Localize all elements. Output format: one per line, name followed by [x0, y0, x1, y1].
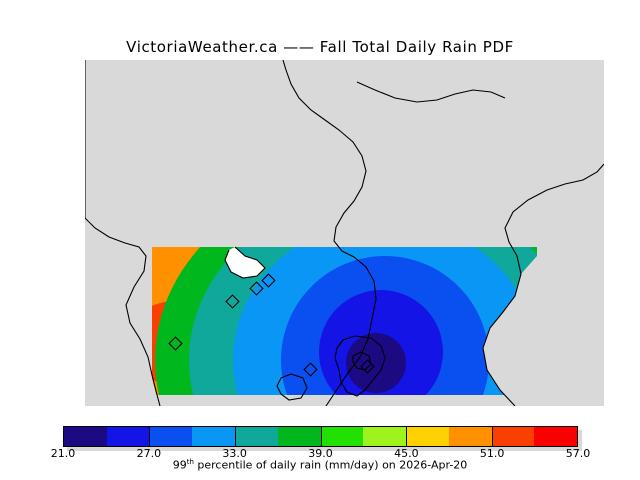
colorbar-segment-3 [192, 427, 235, 446]
colorbar-segment-8 [406, 427, 449, 446]
colorbar-segment-7 [363, 427, 406, 446]
diamond-marker[interactable] [168, 336, 183, 351]
land-overlay [85, 60, 604, 406]
page-title: VictoriaWeather.ca —— Fall Total Daily R… [126, 38, 514, 56]
colorbar-caption: 99th percentile of daily rain (mm/day) o… [0, 458, 640, 472]
coastline [85, 60, 604, 406]
contour-field [152, 247, 537, 395]
diamond-marker[interactable] [261, 273, 276, 288]
colorbar-segment-2 [149, 427, 193, 446]
colorbar-tick-label-0: 21.0 [50, 447, 76, 460]
colorbar-segment-0 [64, 427, 107, 446]
colorbar-tick-1 [148, 426, 150, 447]
colorbar-tick-label-2: 33.0 [222, 447, 247, 460]
colorbar[interactable] [63, 426, 582, 451]
map-panel[interactable] [85, 60, 604, 406]
colorbar-tick-4 [406, 426, 408, 447]
colorbar-tick-label-4: 45.0 [394, 447, 419, 460]
diamond-marker[interactable] [225, 294, 240, 309]
colorbar-tick-label-3: 39.0 [308, 447, 333, 460]
colorbar-segment-11 [534, 427, 577, 446]
colorbar-segment-5 [277, 427, 321, 446]
colorbar-segment-6 [320, 427, 364, 446]
map-canvas[interactable] [85, 60, 604, 406]
colorbar-segment-1 [106, 427, 150, 446]
diamond-marker[interactable] [249, 281, 264, 296]
colorbar-segment-10 [491, 427, 535, 446]
colorbar-tick-5 [492, 426, 494, 447]
colorbar-segment-9 [448, 427, 492, 446]
colorbar-segment-4 [235, 427, 278, 446]
colorbar-tick-2 [234, 426, 236, 447]
colorbar-tick-label-5: 51.0 [479, 447, 505, 460]
colorbar-tick-label-6: 57.0 [565, 447, 591, 460]
diamond-marker[interactable] [303, 362, 318, 377]
caption-superscript: th [186, 458, 194, 466]
colorbar-tick-3 [320, 426, 322, 447]
caption-rest: percentile of daily rain (mm/day) on 202… [193, 458, 468, 472]
caption-prefix: 99 [172, 458, 187, 472]
colorbar-tick-labels: 21.0 27.0 33.0 39.0 45.0 51.0 57.0 [0, 447, 640, 461]
colorbar-tick-label-1: 27.0 [136, 447, 162, 460]
station-markers[interactable] [168, 273, 375, 377]
diamond-marker[interactable] [360, 359, 375, 374]
